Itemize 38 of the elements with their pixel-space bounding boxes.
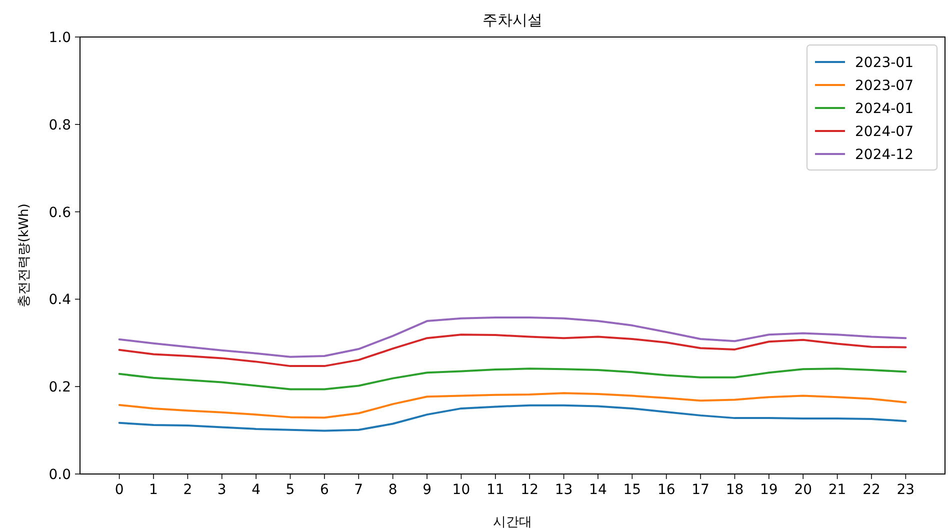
x-tick-label: 19	[760, 482, 778, 498]
x-tick-label: 18	[726, 482, 744, 498]
chart-title: 주차시설	[482, 11, 542, 29]
x-tick-label: 16	[657, 482, 676, 498]
x-tick-label: 2	[183, 482, 192, 498]
x-tick-label: 20	[794, 482, 812, 498]
y-tick-label: 1.0	[48, 30, 71, 46]
legend-label: 2024-12	[855, 147, 914, 163]
x-tick-label: 15	[623, 482, 642, 498]
x-tick-label: 13	[554, 482, 573, 498]
x-tick-label: 12	[520, 482, 539, 498]
legend-label: 2023-01	[855, 55, 914, 71]
y-tick-label: 0.8	[48, 117, 71, 134]
y-tick-label: 0.4	[48, 292, 72, 308]
x-axis-title: 시간대	[493, 515, 532, 530]
x-tick-label: 1	[149, 482, 158, 498]
x-tick-label: 23	[896, 482, 915, 498]
x-tick-label: 8	[388, 482, 398, 498]
x-tick-label: 21	[828, 482, 846, 498]
x-tick-label: 5	[286, 482, 295, 498]
legend-label: 2023-07	[855, 78, 914, 94]
y-tick-label: 0.2	[48, 380, 71, 396]
y-axis-title: 충전전력량(kWh)	[17, 204, 32, 308]
x-tick-label: 22	[862, 482, 880, 498]
x-tick-label: 9	[422, 482, 432, 498]
legend-label: 2024-07	[855, 124, 914, 140]
legend-label: 2024-01	[855, 101, 914, 117]
x-tick-label: 11	[486, 482, 504, 498]
x-tick-label: 4	[252, 482, 261, 498]
x-tick-label: 0	[114, 482, 124, 498]
y-tick-label: 0.0	[48, 467, 71, 483]
y-tick-label: 0.6	[48, 204, 72, 221]
x-tick-label: 17	[692, 482, 710, 498]
x-tick-label: 14	[589, 482, 607, 498]
x-tick-label: 7	[354, 482, 364, 498]
x-tick-label: 10	[452, 482, 470, 498]
x-tick-label: 3	[217, 482, 226, 498]
x-tick-label: 6	[320, 482, 329, 498]
